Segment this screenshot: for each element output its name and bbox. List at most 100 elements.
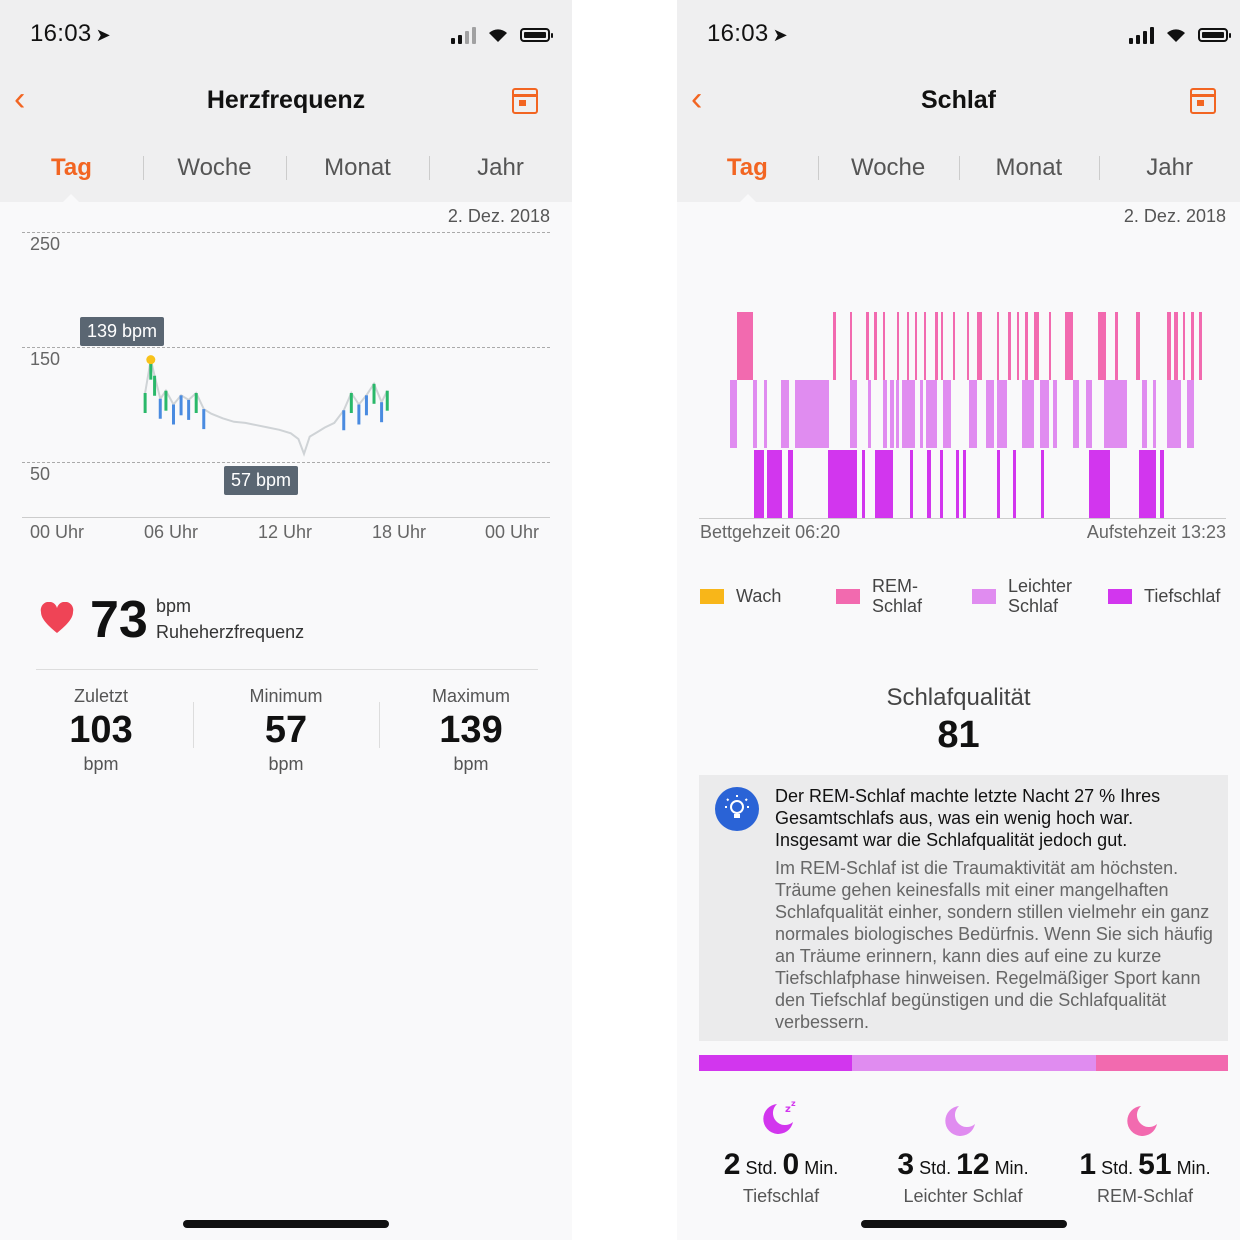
total-label: Leichter Schlaf (903, 1186, 1023, 1206)
deep-sleep-segment (828, 450, 857, 518)
home-indicator[interactable] (861, 1220, 1067, 1228)
light-sleep-segment (926, 380, 937, 448)
rem-segment (1136, 312, 1140, 380)
light-sleep-segment (1142, 380, 1147, 448)
sleep-screen: 16:03 ➤ ‹ Schlaf Tag Woche Monat Jahr 2. … (677, 0, 1240, 1240)
tab-month[interactable]: Monat (958, 150, 1100, 190)
light-sleep-segment (997, 380, 1007, 448)
rem-segment (915, 312, 917, 380)
total-value: 1 Std. 51 Min. (1079, 1148, 1211, 1181)
heart-rate-chart (143, 355, 389, 457)
light-sleep-segment (986, 380, 994, 448)
x-tick-label: 18 Uhr (372, 522, 427, 542)
light-sleep-segment (730, 380, 737, 448)
light-sleep-segment (1167, 380, 1181, 448)
status-icons (1129, 24, 1231, 46)
rem-segment (924, 312, 926, 380)
status-icons (451, 24, 553, 46)
rem-segment (1191, 312, 1194, 380)
rem-segment (907, 312, 909, 380)
divider (36, 669, 538, 670)
light-sleep-segment (883, 380, 887, 448)
legend-swatch (836, 588, 860, 604)
stat-label: Zuletzt (73, 686, 129, 706)
rem-segment (967, 312, 969, 380)
light-sleep-segment (902, 380, 915, 448)
tab-week[interactable]: Woche (817, 150, 959, 190)
rem-segment (1199, 312, 1202, 380)
back-button[interactable]: ‹ (14, 80, 26, 118)
light-sleep-segment (764, 380, 767, 448)
y-tick-label: 250 (30, 234, 61, 254)
rem-segment (1065, 312, 1073, 380)
bedtime-label: Bettgehzeit 06:20 (700, 522, 841, 542)
max-bpm-tooltip: 139 bpm (80, 317, 165, 346)
light-sleep-segment (753, 380, 757, 448)
wifi-icon (1167, 29, 1185, 42)
rem-segment (1167, 312, 1171, 380)
rem-segment (833, 312, 836, 380)
stat-last: Zuletzt 103 bpm (26, 686, 176, 775)
moon-icon (1127, 1106, 1157, 1136)
deep-sleep-segment (1160, 450, 1164, 518)
deep-sleep-segment (963, 450, 966, 518)
deep-sleep-segment (875, 450, 893, 518)
light-sleep-segment (781, 380, 789, 448)
rem-segment (737, 312, 753, 380)
info-detail: Im REM-Schlaf ist die Traumaktivität am … (775, 858, 1213, 1032)
deep-sleep-segment (862, 450, 865, 518)
tab-day[interactable]: Tag (51, 154, 92, 181)
tab-month[interactable]: Monat (286, 150, 429, 190)
tab-year[interactable]: Jahr (1099, 150, 1240, 190)
location-icon: ➤ (772, 25, 788, 45)
legend-awake: Wach (700, 586, 781, 606)
distribution-segment (699, 1055, 853, 1071)
min-bpm-tooltip: 57 bpm (224, 466, 299, 495)
calendar-icon[interactable] (1190, 88, 1216, 114)
rem-segment (1174, 312, 1178, 380)
divider (193, 702, 194, 748)
stat-value: 139 (439, 709, 503, 751)
rem-segment (1115, 312, 1118, 380)
stat-unit: bpm (453, 754, 489, 774)
active-tab-caret (62, 194, 80, 203)
deep-sleep-segment (940, 450, 943, 518)
home-indicator[interactable] (183, 1220, 389, 1228)
total-light-sleep: 3 Std. 12 Min. Leichter Schlaf (873, 1106, 1053, 1207)
header: 16:03 ➤ ‹ Schlaf Tag Woche Monat Jahr (677, 0, 1240, 202)
deep-sleep-segment (1013, 450, 1016, 518)
calendar-icon[interactable] (512, 88, 538, 114)
deep-sleep-segment (788, 450, 793, 518)
rem-segment (1183, 312, 1185, 380)
battery-icon (1198, 28, 1231, 42)
total-value: 2 Std. 0 Min. (723, 1148, 839, 1181)
lightbulb-icon (715, 787, 759, 831)
light-sleep-segment (943, 380, 951, 448)
distribution-segment (852, 1055, 1096, 1071)
resting-heart-rate: 73 bpm Ruheherzfrequenz (40, 590, 540, 650)
stat-unit: bpm (83, 754, 119, 774)
quality-label: Schlafqualität (886, 684, 1031, 711)
gridline (22, 347, 550, 348)
deep-sleep-segment (1139, 450, 1156, 518)
light-sleep-segment (1022, 380, 1034, 448)
legend-rem: REM- Schlaf (836, 576, 922, 616)
stat-maximum: Maximum 139 bpm (396, 686, 546, 775)
resting-label: Ruheherzfrequenz (156, 622, 305, 642)
back-button[interactable]: ‹ (691, 80, 703, 118)
light-sleep-segment (1104, 380, 1127, 448)
tab-day[interactable]: Tag (726, 154, 768, 181)
light-sleep-segment (1153, 380, 1156, 448)
tab-year[interactable]: Jahr (429, 150, 572, 190)
light-sleep-segment (1073, 380, 1079, 448)
y-tick-label: 150 (30, 349, 61, 369)
light-sleep-segment (1086, 380, 1092, 448)
header: 16:03 ➤ ‹ Herzfrequenz Tag Woche Monat Ja… (0, 0, 572, 202)
tab-week[interactable]: Woche (143, 150, 286, 190)
legend-swatch (700, 588, 724, 604)
rem-segment (883, 312, 885, 380)
legend-label: Tiefschlaf (1144, 586, 1221, 606)
gridline (22, 462, 550, 463)
location-icon: ➤ (95, 25, 111, 45)
